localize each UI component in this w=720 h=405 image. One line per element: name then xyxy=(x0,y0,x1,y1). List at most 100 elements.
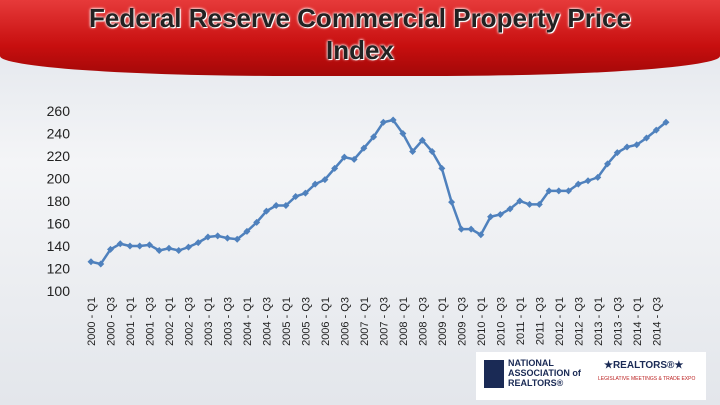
x-tick-label: 2001 - Q3 xyxy=(144,297,156,346)
marker xyxy=(184,243,192,251)
marker xyxy=(535,200,543,208)
marker xyxy=(467,225,475,233)
x-tick-label: 2012 - Q3 xyxy=(573,297,585,346)
x-tick-label: 2008 - Q1 xyxy=(398,297,410,346)
expo-subtitle: LEGISLATIVE MEETINGS & TRADE EXPO xyxy=(598,376,696,382)
marker xyxy=(272,202,280,209)
marker xyxy=(350,155,358,163)
marker xyxy=(253,218,261,226)
marker xyxy=(389,116,397,124)
y-tick-label: 100 xyxy=(47,283,71,299)
marker xyxy=(292,193,300,200)
marker xyxy=(574,180,582,188)
marker xyxy=(340,153,348,161)
chart-title: Federal Reserve Commercial Property Pric… xyxy=(89,3,631,65)
x-tick-label: 2005 - Q1 xyxy=(281,297,293,346)
x-tick-label: 2009 - Q1 xyxy=(437,297,449,346)
marker xyxy=(428,148,436,155)
x-tick-label: 2010 - Q3 xyxy=(495,297,507,346)
marker xyxy=(477,231,485,239)
marker xyxy=(448,198,456,206)
marker xyxy=(399,130,407,137)
nar-logo: NATIONAL ASSOCIATION of REALTORS® xyxy=(508,358,581,388)
x-tick-label: 2013 - Q1 xyxy=(593,297,605,346)
marker xyxy=(565,187,573,195)
y-tick-label: 240 xyxy=(47,126,71,142)
x-tick-label: 2007 - Q1 xyxy=(359,297,371,346)
marker xyxy=(155,247,163,254)
x-tick-label: 2013 - Q3 xyxy=(612,297,624,346)
line xyxy=(90,118,667,266)
marker xyxy=(97,260,105,268)
marker xyxy=(633,141,641,149)
marker xyxy=(243,227,251,235)
x-tick-label: 2000 - Q1 xyxy=(86,297,98,346)
marker xyxy=(311,180,319,188)
x-tick-label: 2004 - Q1 xyxy=(242,297,254,346)
marker xyxy=(604,160,612,168)
marker xyxy=(370,133,378,141)
x-tick-label: 2009 - Q3 xyxy=(456,297,468,346)
logo-text: NATIONAL xyxy=(508,358,554,368)
x-tick-label: 2002 - Q1 xyxy=(164,297,176,346)
x-tick-label: 2010 - Q1 xyxy=(476,297,488,346)
marker xyxy=(662,118,670,126)
y-tick-label: 180 xyxy=(47,193,71,209)
logo-icon xyxy=(484,360,504,388)
x-tick-label: 2006 - Q3 xyxy=(339,297,351,346)
y-tick-label: 160 xyxy=(47,216,71,232)
x-tick-label: 2008 - Q3 xyxy=(417,297,429,346)
marker xyxy=(613,149,621,157)
marker xyxy=(594,173,602,181)
marker xyxy=(438,164,446,172)
marker xyxy=(457,225,465,233)
x-tick-label: 2001 - Q1 xyxy=(125,297,137,346)
marker xyxy=(214,232,222,240)
marker xyxy=(379,118,387,126)
marker xyxy=(145,241,153,249)
marker xyxy=(643,134,651,142)
x-tick-label: 2002 - Q3 xyxy=(183,297,195,346)
marker xyxy=(584,177,592,185)
x-tick-label: 2014 - Q1 xyxy=(632,297,644,346)
marker xyxy=(652,126,660,134)
x-tick-label: 2007 - Q3 xyxy=(378,297,390,346)
marker xyxy=(496,211,504,218)
marker xyxy=(360,144,368,152)
y-tick-label: 140 xyxy=(47,238,71,254)
marker xyxy=(301,189,309,197)
marker xyxy=(87,258,95,266)
marker xyxy=(175,247,183,254)
x-tick-label: 2011 - Q3 xyxy=(534,297,546,345)
marker xyxy=(506,205,514,213)
marker xyxy=(165,244,173,252)
y-tick-label: 200 xyxy=(47,171,71,187)
x-tick-label: 2011 - Q1 xyxy=(515,297,527,345)
y-tick-label: 120 xyxy=(47,261,71,277)
marker xyxy=(526,200,534,208)
marker xyxy=(545,187,553,195)
marker xyxy=(106,245,114,253)
x-tick-label: 2006 - Q1 xyxy=(320,297,332,346)
marker xyxy=(126,242,134,250)
x-tick-label: 2005 - Q3 xyxy=(300,297,312,346)
marker xyxy=(331,164,339,172)
x-tick-label: 2003 - Q1 xyxy=(203,297,215,346)
marker xyxy=(204,233,212,241)
marker xyxy=(321,176,329,184)
marker xyxy=(555,187,563,195)
banner xyxy=(0,0,720,76)
x-tick-label: 2014 - Q3 xyxy=(651,297,663,346)
marker xyxy=(223,234,231,242)
expo-logo: ★REALTORS®★ xyxy=(604,360,684,371)
logo-text: ASSOCIATION of xyxy=(508,368,581,378)
marker xyxy=(418,136,426,144)
x-tick-label: 2003 - Q3 xyxy=(222,297,234,346)
marker xyxy=(282,202,290,209)
marker xyxy=(116,240,124,248)
x-tick-label: 2004 - Q3 xyxy=(261,297,273,346)
marker xyxy=(516,197,524,205)
marker xyxy=(262,207,270,215)
